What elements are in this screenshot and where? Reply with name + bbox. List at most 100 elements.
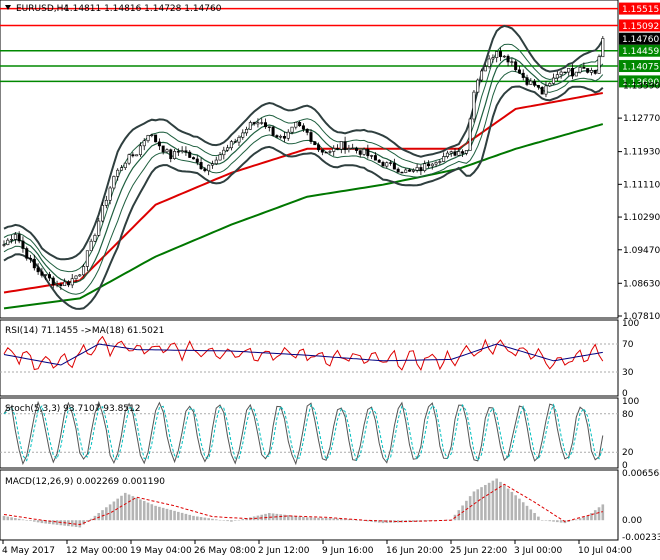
macd-bar [10, 517, 13, 521]
macd-bar [230, 520, 233, 522]
macd-bar [78, 520, 82, 528]
candle-body [222, 149, 226, 156]
macd-bar [165, 508, 169, 521]
candle-body [480, 70, 484, 81]
macd-bar [226, 520, 229, 522]
time-tick-label-9: 10 Jul 04:00 [578, 546, 632, 556]
macd-bar [294, 516, 298, 521]
bollinger-upper [3, 24, 604, 261]
candle-body [188, 151, 192, 158]
candle-body [487, 58, 491, 67]
price-tick-label-5: 1.08630 [623, 279, 660, 289]
macd-bar [51, 520, 55, 525]
price-axis: 1.15515 1.15092 1.14459 1.14075 1.13690 1.147… [618, 2, 660, 322]
candle-body [282, 135, 286, 139]
candle-body [286, 131, 290, 139]
candle-body [438, 161, 442, 163]
candle-body [44, 274, 48, 276]
candle-body [362, 148, 366, 155]
candle-body [385, 162, 389, 167]
candle-body [536, 85, 540, 88]
candle-body [389, 162, 393, 164]
macd-bar [586, 515, 589, 521]
candle-body [267, 126, 271, 128]
candle-body [574, 71, 578, 77]
macd-bar [358, 520, 362, 521]
symbol-label: EURUSD,H4 [16, 4, 69, 14]
macd-bar [476, 489, 480, 521]
candle-body [351, 147, 355, 150]
macd-bar [108, 504, 112, 521]
macd-bar [510, 491, 514, 521]
candle-body [32, 258, 36, 269]
candle-body [567, 67, 571, 73]
rsi-tick-2: 30 [622, 368, 634, 378]
candle-body [442, 156, 446, 162]
candle-body [328, 151, 332, 153]
macd-bar [446, 519, 449, 521]
candle-body [59, 284, 63, 287]
macd-bar [21, 519, 25, 521]
time-tick-label-0: 4 May 2017 [2, 546, 55, 556]
macd-bar [120, 495, 123, 521]
macd-bar [203, 517, 207, 521]
macd-bar [268, 513, 271, 521]
macd-bar [29, 520, 32, 521]
candle-body [578, 66, 582, 73]
macd-bar [55, 520, 59, 525]
candle-body [36, 267, 40, 273]
stoch-main-line [3, 400, 604, 466]
macd-bar [279, 514, 282, 521]
rsi-panel[interactable]: 100 70 30 0 RSI(14) 71.1455 ->MA(18) 61.502… [0, 319, 639, 399]
rsi-tick-3: 0 [622, 389, 628, 399]
candle-body [559, 71, 563, 75]
candle-body [47, 274, 51, 279]
candle-body [317, 144, 321, 151]
price-tick-label-hidden: 1.13590 [623, 81, 660, 91]
candle-body [21, 240, 25, 249]
macd-bar [381, 520, 385, 524]
candle-body [366, 148, 370, 157]
macd-panel[interactable]: 0.006568 0.00 -0.002336 MACD(12,26,9) 0.00… [0, 469, 660, 543]
stoch-tick-2: 20 [622, 448, 634, 458]
macd-bar [218, 519, 222, 521]
macd-tick-1: 0.00 [622, 516, 642, 526]
macd-bar [89, 518, 93, 521]
candle-body [552, 77, 556, 84]
quote-label: 1.14811 1.14816 1.14728 1.14760 [64, 4, 222, 14]
candle-body [582, 66, 586, 69]
macd-bar [105, 507, 108, 521]
candle-body [63, 281, 67, 287]
macd-bar [374, 520, 377, 523]
macd-bar [131, 496, 135, 521]
macd-bar [556, 520, 559, 523]
macd-bar [245, 518, 248, 521]
candle-body [51, 277, 55, 286]
macd-bar [484, 484, 487, 521]
candle-body [214, 159, 218, 165]
candle-body [55, 284, 59, 286]
stoch-signal-line [3, 403, 604, 462]
candle-body [85, 250, 89, 267]
macd-bar [177, 511, 180, 521]
macd-bar [233, 520, 237, 521]
main-panel[interactable]: 1.15515 1.15092 1.14459 1.14075 1.13690 1.147… [0, 0, 660, 322]
candle-body [165, 149, 169, 153]
macd-bar [336, 518, 339, 521]
rsi-tick-0: 100 [622, 319, 639, 329]
macd-bar [101, 510, 104, 521]
level-label-2: 1.14459 [622, 47, 659, 57]
candle-body [381, 162, 385, 167]
candle-body [336, 148, 340, 150]
candle-body [123, 162, 127, 168]
candle-body [347, 148, 351, 151]
macd-bar [74, 520, 78, 527]
macd-bar [328, 518, 332, 521]
macd-bar [48, 520, 51, 524]
stoch-panel[interactable]: 100 80 20 0 Stoch(5,3,3) 93.7107 93.8512 [0, 397, 639, 471]
macd-bar [412, 520, 415, 522]
macd-bar [305, 517, 309, 521]
macd-bar [559, 520, 563, 523]
macd-bar [298, 516, 301, 521]
